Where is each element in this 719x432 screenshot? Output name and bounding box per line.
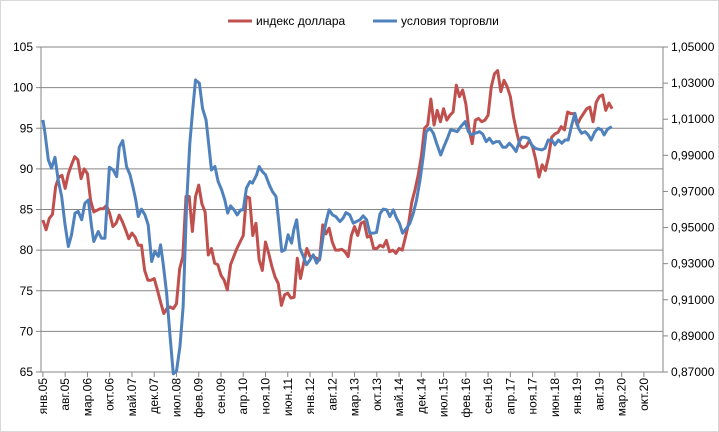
x-tick-label: сен.16 [481,378,495,414]
x-tick-label: сен.09 [214,378,228,414]
x-tick-label: ноя.17 [526,378,540,415]
series-lines [41,69,614,376]
x-tick-label: фев.16 [459,378,473,418]
x-tick-label: июл.15 [437,378,451,417]
x-tick-label: дек.07 [147,378,161,414]
x-tick-label: авг.19 [592,378,606,411]
x-tick-label: апр.10 [236,378,250,415]
y-left-tick-label: 75 [20,284,34,298]
x-tick-label: авг.05 [58,378,72,411]
axes: 65 70 75 80 85 90 95 100 105 0,87000 0,89000 0,9100… [13,40,715,418]
x-tick-label: мар.13 [348,378,362,417]
y-right-tick-label: 0,87000 [671,365,715,379]
x-tick-label: окт.20 [637,378,651,411]
y-right-tick-label: 0,91000 [671,293,715,307]
y-left-tick-label: 105 [13,40,33,54]
x-tick-label: июн.11 [281,378,295,416]
x-tick-label: янв.05 [36,378,50,415]
gridlines [41,46,663,373]
x-tick-label: янв.12 [303,378,317,415]
y-left-tick-label: 90 [20,162,34,176]
x-tick-label: май.14 [392,378,406,417]
y-right-tick-label: 1,05000 [671,40,715,54]
y-left-tick-label: 100 [13,81,33,95]
x-tick-label: мар.20 [615,378,629,417]
legend-label-dollar-index: индекс доллара [256,14,345,28]
x-tick-label: окт.13 [370,378,384,411]
series-line-dollar-index [41,69,614,315]
x-tick-label: авг.12 [325,378,339,411]
y-right-tick-label: 1,01000 [671,112,715,126]
y-left-tick-label: 80 [20,243,34,257]
y-right-tick-label: 0,93000 [671,257,715,271]
y-left-tick-label: 65 [20,365,34,379]
x-tick-label: ноя.10 [259,378,273,415]
x-tick-label: май.07 [125,378,139,417]
legend-label-terms-of-trade: условия торговли [401,14,499,28]
y-left-tick-label: 95 [20,121,34,135]
x-tick-label: мар.06 [80,378,94,417]
x-tick-label: фев.09 [192,378,206,418]
y-right-tick-label: 0,95000 [671,221,715,235]
x-tick-label: янв.19 [570,378,584,415]
y-right-tick-label: 1,03000 [671,76,715,90]
x-tick-label: апр.17 [503,378,517,415]
y-right-tick-label: 0,89000 [671,329,715,343]
x-tick-label: июн.18 [548,378,562,417]
y-right-tick-label: 0,97000 [671,184,715,198]
x-tick-label: июл.08 [169,378,183,417]
y-left-tick-label: 70 [20,324,34,338]
y-right-tick-label: 0,99000 [671,148,715,162]
legend: индекс доллара условия торговли [228,14,499,28]
series-line-terms-of-trade [41,78,613,376]
y-left-tick-label: 85 [20,203,34,217]
x-tick-label: окт.06 [103,378,117,411]
x-tick-label: дек.14 [414,378,428,414]
